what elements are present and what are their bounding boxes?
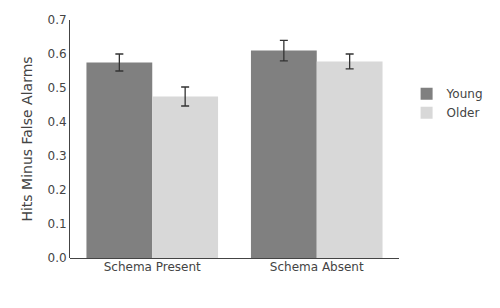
svg-text:0.5: 0.5 — [48, 81, 67, 95]
svg-text:Hits Minus False Alarms: Hits Minus False Alarms — [19, 56, 35, 221]
svg-text:Older: Older — [447, 106, 480, 120]
svg-text:Schema Absent: Schema Absent — [270, 260, 364, 274]
svg-text:0.3: 0.3 — [48, 149, 67, 163]
svg-text:0.4: 0.4 — [48, 115, 67, 129]
svg-text:0.1: 0.1 — [48, 217, 67, 231]
svg-text:Young: Young — [446, 87, 483, 101]
svg-text:0.2: 0.2 — [48, 183, 67, 197]
svg-text:0.0: 0.0 — [48, 251, 67, 265]
svg-text:0.6: 0.6 — [48, 47, 67, 61]
svg-text:0.7: 0.7 — [48, 13, 67, 27]
svg-text:Schema Present: Schema Present — [104, 260, 201, 274]
